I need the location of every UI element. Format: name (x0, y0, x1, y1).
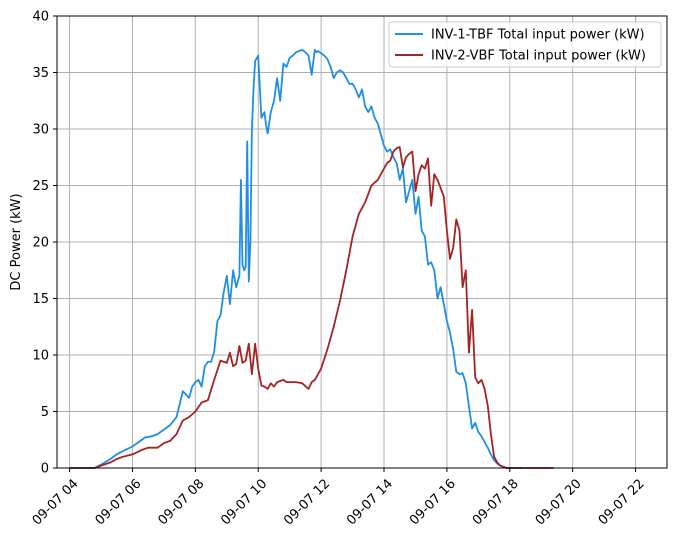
legend-box (388, 21, 662, 68)
series-2-line (69, 146, 554, 469)
y-tick-label: 15 (32, 292, 49, 307)
legend-label-2: INV-2-VBF Total input power (kW) (431, 49, 646, 64)
legend-label-1: INV-1-TBF Total input power (kW) (431, 28, 645, 43)
series-2-group (69, 146, 554, 469)
y-tick-label: 5 (41, 405, 49, 420)
y-axis-label: DC Power (kW) (9, 193, 24, 290)
legend: INV-1-TBF Total input power (kW) INV-2-VB… (388, 21, 662, 68)
grid (57, 15, 667, 469)
series-1-group (69, 49, 523, 469)
series-lines (69, 49, 554, 469)
y-axis-ticks: 0 5 10 15 20 25 30 35 40 (32, 10, 57, 477)
y-tick-label: 40 (32, 10, 49, 25)
y-tick-label: 20 (32, 236, 49, 251)
y-tick-label: 30 (32, 123, 49, 138)
y-tick-label: 10 (32, 349, 49, 364)
y-tick-label: 0 (41, 462, 49, 477)
series-1-line (69, 49, 523, 469)
y-tick-label: 35 (32, 66, 49, 81)
y-tick-label: 25 (32, 179, 49, 194)
